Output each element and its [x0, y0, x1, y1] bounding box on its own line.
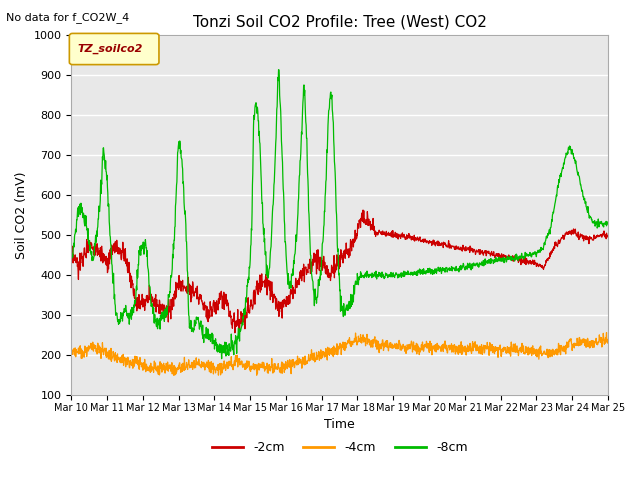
Text: TZ_soilco2: TZ_soilco2: [77, 44, 143, 54]
-8cm: [109, 279, 116, 285]
-2cm: [604, 233, 612, 239]
-2cm: [296, 276, 303, 281]
Legend: -2cm, -4cm, -8cm: -2cm, -4cm, -8cm: [207, 436, 472, 459]
-8cm: [604, 221, 612, 227]
-2cm: [359, 207, 367, 213]
-8cm: [275, 67, 282, 72]
Line: -4cm: -4cm: [71, 333, 608, 375]
-8cm: [307, 252, 315, 258]
-2cm: [374, 229, 381, 235]
-2cm: [316, 254, 324, 260]
Y-axis label: Soil CO2 (mV): Soil CO2 (mV): [15, 171, 28, 259]
-8cm: [218, 356, 225, 361]
-8cm: [317, 268, 324, 274]
-4cm: [170, 372, 177, 378]
Line: -2cm: -2cm: [71, 210, 608, 333]
-4cm: [316, 349, 324, 355]
-4cm: [307, 356, 314, 361]
Title: Tonzi Soil CO2 Profile: Tree (West) CO2: Tonzi Soil CO2 Profile: Tree (West) CO2: [193, 15, 486, 30]
-4cm: [603, 330, 611, 336]
-2cm: [109, 244, 116, 250]
Line: -8cm: -8cm: [71, 70, 608, 359]
-2cm: [231, 330, 239, 336]
Text: No data for f_CO2W_4: No data for f_CO2W_4: [6, 12, 130, 23]
-2cm: [307, 271, 314, 276]
-8cm: [67, 254, 75, 260]
-8cm: [296, 172, 303, 178]
-4cm: [296, 355, 303, 361]
-8cm: [374, 273, 381, 279]
-2cm: [67, 244, 75, 250]
-2cm: [131, 296, 138, 301]
-4cm: [109, 353, 116, 359]
X-axis label: Time: Time: [324, 419, 355, 432]
-4cm: [67, 348, 75, 354]
-4cm: [604, 336, 612, 342]
-8cm: [131, 298, 138, 303]
-4cm: [373, 347, 381, 352]
-4cm: [131, 360, 138, 366]
